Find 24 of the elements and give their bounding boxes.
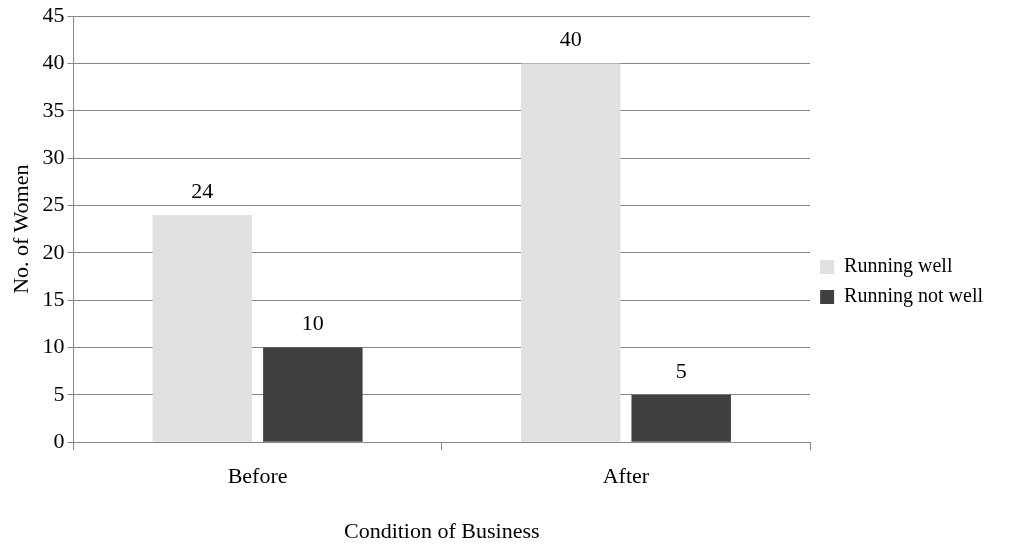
y-tick-label: 40 xyxy=(42,49,65,75)
data-label: 40 xyxy=(559,26,582,52)
y-tick-label: 30 xyxy=(42,143,65,169)
x-axis-title: Condition of Business xyxy=(343,517,540,543)
bar xyxy=(631,394,731,442)
data-label: 24 xyxy=(191,177,214,203)
y-tick-label: 35 xyxy=(42,96,65,122)
legend-label: Running well xyxy=(844,254,953,278)
bar xyxy=(520,63,621,442)
bar xyxy=(263,347,363,442)
y-tick-label: 0 xyxy=(53,427,65,453)
data-label: 10 xyxy=(301,310,324,336)
y-tick-label: 10 xyxy=(42,333,65,359)
y-tick-label: 45 xyxy=(42,1,65,27)
y-axis-title: No. of Women xyxy=(7,164,33,294)
x-tick-label: After xyxy=(602,463,650,489)
x-tick-label: Before xyxy=(227,463,288,489)
legend-label: Running not well xyxy=(844,284,984,308)
y-tick-label: 25 xyxy=(42,191,65,217)
data-label: 5 xyxy=(675,357,687,383)
y-tick-label: 5 xyxy=(53,380,65,406)
y-tick-label: 15 xyxy=(42,285,65,311)
bar xyxy=(152,215,253,442)
y-tick-label: 20 xyxy=(42,238,65,264)
